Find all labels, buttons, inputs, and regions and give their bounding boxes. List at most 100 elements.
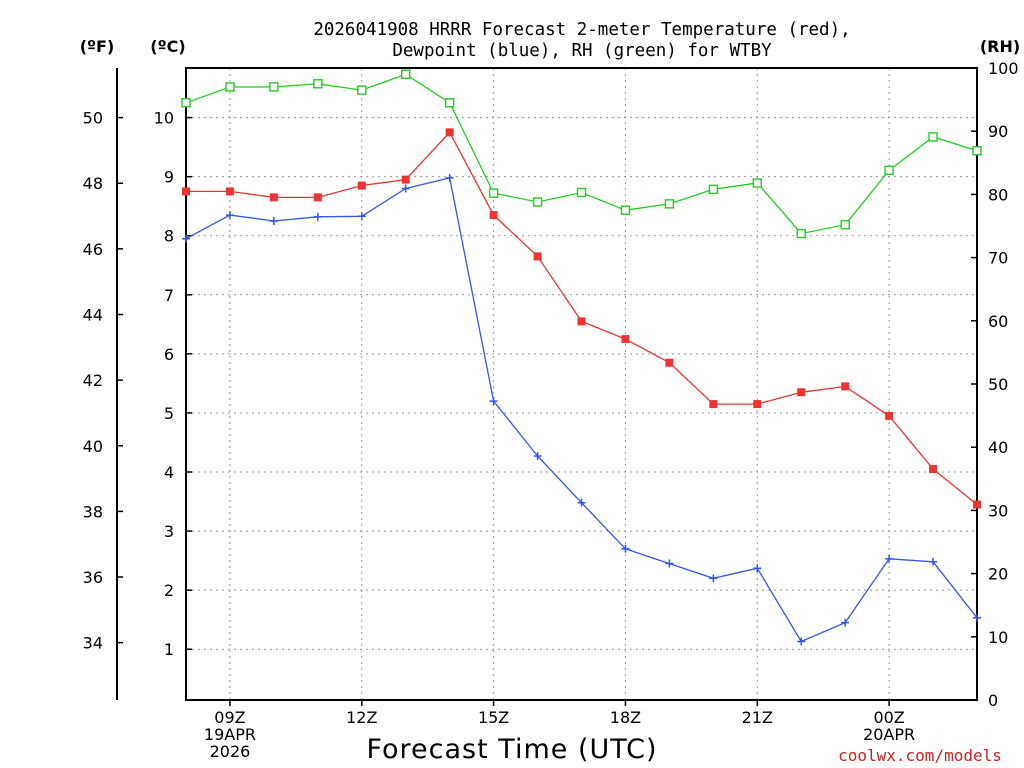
x-tick-label: 19APR	[204, 725, 256, 744]
grid-lines	[186, 68, 977, 700]
celsius-tick-label: 3	[164, 522, 174, 541]
x-tick-label: 15Z	[478, 708, 509, 727]
rh-point	[357, 85, 367, 95]
rh-point	[620, 205, 631, 215]
temperature-point	[665, 358, 674, 367]
dewpoint-point	[665, 559, 674, 568]
dewpoint-point	[489, 397, 498, 406]
temperature-point	[313, 193, 322, 202]
rh-point	[444, 98, 455, 108]
rh-tick-label: 50	[988, 375, 1008, 394]
rh-tick-label: 40	[988, 438, 1008, 457]
temperature-point	[357, 181, 366, 190]
fahrenheit-tick-label: 36	[83, 568, 103, 587]
celsius-tick-label: 2	[164, 581, 174, 600]
rh-point	[752, 178, 762, 188]
rh-point	[928, 132, 938, 142]
dewpoint-point	[709, 574, 718, 583]
rh-point	[313, 79, 323, 89]
temperature-point	[709, 400, 718, 409]
temperature-point	[401, 175, 410, 184]
chart-title-line-2: Dewpoint (blue), RH (green) for WTBY	[392, 41, 772, 61]
fahrenheit-tick-label: 50	[83, 109, 103, 128]
rh-point	[401, 69, 411, 80]
dewpoint-point	[182, 234, 190, 243]
plot-frame	[185, 67, 978, 701]
rh-point	[576, 187, 587, 198]
celsius-tick-label: 10	[154, 109, 174, 128]
rh-point	[532, 197, 543, 207]
x-axis-title: Forecast Time (UTC)	[366, 734, 657, 765]
rh-tick-label: 70	[988, 249, 1008, 268]
dewpoint-point	[577, 498, 586, 507]
dewpoint-point	[269, 216, 278, 225]
temperature-point	[841, 382, 850, 391]
temperature-point	[533, 252, 542, 261]
temperature-point	[269, 193, 278, 202]
temperature-point	[885, 411, 894, 420]
celsius-tick-label: 7	[164, 286, 174, 305]
rh-point	[884, 165, 894, 176]
rh-point	[796, 228, 806, 239]
dewpoint-line	[185, 177, 978, 643]
temperature-point	[445, 128, 454, 137]
dewpoint-point	[929, 557, 938, 566]
rh-tick-label: 30	[988, 501, 1008, 520]
rh-tick-label: 80	[988, 185, 1008, 204]
fahrenheit-unit-label: (ºF)	[80, 37, 115, 56]
temperature-point	[489, 211, 498, 220]
rh-point	[181, 98, 191, 108]
chart-title: 2026041908 HRRR Forecast 2-meter Tempera…	[313, 20, 850, 61]
dewpoint-point	[841, 618, 850, 627]
dewpoint-point	[973, 613, 981, 622]
dewpoint-point	[445, 173, 454, 182]
x-tick-label: 09Z	[214, 708, 245, 727]
rh-point	[708, 184, 719, 195]
fahrenheit-tick-label: 38	[83, 502, 103, 521]
rh-tick-label: 90	[988, 122, 1008, 141]
rh-point	[972, 146, 982, 156]
x-tick-label: 00Z	[873, 708, 904, 727]
rh-point	[225, 82, 235, 92]
celsius-tick-label: 4	[164, 463, 174, 482]
temperature-point	[182, 187, 190, 196]
celsius-tick-label: 9	[164, 168, 174, 187]
dewpoint-point	[401, 184, 410, 193]
temperature-point	[929, 465, 938, 474]
temperature-point	[621, 335, 630, 344]
watermark: coolwx.com/models	[838, 746, 1002, 765]
dewpoint-point	[797, 637, 806, 646]
rh-point	[840, 220, 850, 230]
celsius-tick-label: 8	[164, 227, 174, 246]
rh-line	[185, 73, 978, 235]
rh-tick-label: 0	[988, 691, 998, 710]
rh-tick-label: 60	[988, 312, 1008, 331]
celsius-tick-label: 6	[164, 345, 174, 364]
fahrenheit-tick-label: 44	[83, 305, 103, 324]
x-tick-label: 18Z	[610, 708, 641, 727]
x-tick-label: 21Z	[742, 708, 773, 727]
rh-tick-label: 10	[988, 628, 1008, 647]
dewpoint-point	[885, 554, 894, 563]
temperature-point	[797, 388, 806, 397]
rh-unit-label: (RH)	[980, 37, 1020, 56]
celsius-unit-label: (ºC)	[150, 37, 185, 56]
rh-point	[664, 199, 675, 209]
x-tick-label: 20APR	[863, 725, 915, 744]
temperature-point	[973, 500, 981, 509]
fahrenheit-tick-label: 48	[83, 174, 103, 193]
temperature-point	[225, 187, 234, 196]
temperature-point	[753, 400, 762, 409]
fahrenheit-tick-label: 34	[83, 634, 103, 653]
dewpoint-point	[753, 564, 762, 573]
rh-tick-label: 100	[988, 59, 1019, 78]
temperature-point	[577, 317, 586, 326]
dewpoint-point	[621, 544, 630, 553]
fahrenheit-tick-label: 42	[83, 371, 103, 390]
chart-title-line-1: 2026041908 HRRR Forecast 2-meter Tempera…	[313, 20, 850, 40]
data-series	[181, 69, 982, 646]
rh-tick-label: 20	[988, 565, 1008, 584]
dewpoint-point	[225, 211, 234, 220]
